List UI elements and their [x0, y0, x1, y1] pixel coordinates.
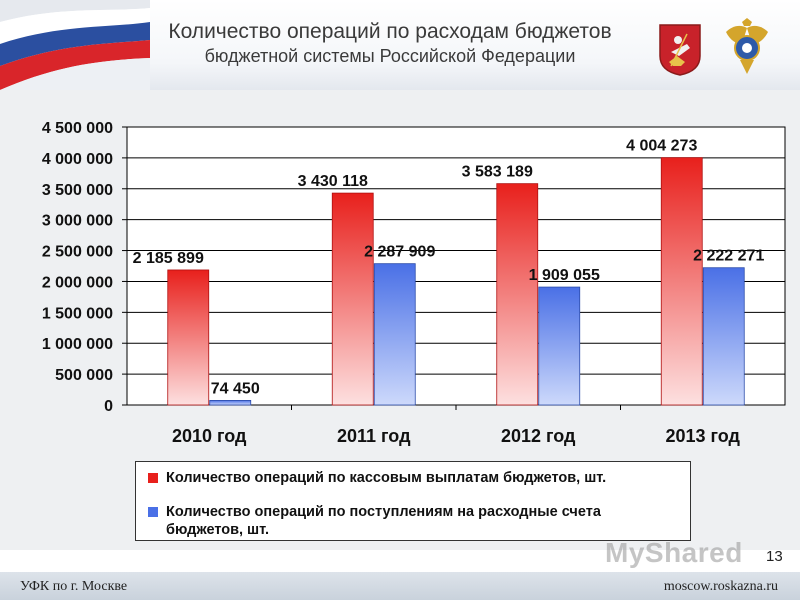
x-tick-label: 2011 год: [337, 426, 411, 446]
y-tick-label: 2 000 000: [42, 274, 113, 291]
slide-subtitle: бюджетной системы Российской Федерации: [204, 46, 576, 66]
bar-red: [660, 157, 703, 406]
x-tick-label: 2012 год: [501, 426, 576, 446]
data-label-blue: 2 287 909: [364, 244, 435, 261]
bar-blue: [209, 400, 252, 406]
russian-flag-graphic: [0, 0, 150, 90]
x-tick-label: 2010 год: [172, 426, 247, 446]
y-axis: 0 500 000 1 000 000 1 500 000 2 000 000 2 500…: [42, 120, 127, 415]
slide-header: Количество операций по расходам бюджетов…: [0, 0, 800, 90]
footer-organization: УФК по г. Москве: [20, 579, 128, 594]
y-tick-label: 2 500 000: [42, 244, 113, 261]
data-label-red: 4 004 273: [626, 138, 697, 155]
bar-blue: [538, 286, 581, 406]
bar-blue: [702, 267, 745, 406]
y-tick-label: 500 000: [55, 367, 113, 384]
moscow-coat-of-arms-icon: [659, 24, 701, 76]
bar-blue: [373, 263, 416, 406]
myshared-watermark: MyShared: [605, 537, 743, 568]
slide-title: Количество операций по расходам бюджетов: [168, 20, 612, 43]
bar-red: [496, 183, 539, 406]
data-label-blue: 74 450: [211, 380, 260, 397]
y-tick-label: 4 500 000: [42, 120, 113, 137]
legend-item-blue: Количество операций по поступлениям на р…: [148, 503, 676, 539]
legend-label-red: Количество операций по кассовым выплатам…: [166, 470, 607, 486]
footer-website: moscow.roskazna.ru: [663, 579, 778, 594]
legend-swatch-red: [148, 473, 158, 483]
data-label-red: 3 430 118: [298, 173, 368, 190]
data-label-red: 3 583 189: [462, 164, 533, 181]
data-labels: 2 185 899 3 430 118 3 583 189 4 004 273 74 4…: [133, 138, 765, 398]
chart-legend: Количество операций по кассовым выплатам…: [135, 461, 691, 541]
bars: [167, 157, 745, 406]
data-label-blue: 2 222 271: [693, 248, 764, 265]
page-number: 13: [766, 548, 783, 565]
y-tick-label: 3 500 000: [42, 182, 113, 199]
y-tick-label: 1 500 000: [42, 305, 113, 322]
legend-label-blue: Количество операций по поступлениям на р…: [166, 504, 601, 538]
treasury-eagle-emblem-icon: [726, 18, 768, 74]
slide-footer: УФК по г. Москве moscow.roskazna.ru: [0, 572, 800, 600]
data-label-blue: 1 909 055: [529, 267, 600, 284]
data-label-red: 2 185 899: [133, 250, 204, 267]
y-tick-label: 3 000 000: [42, 213, 113, 230]
bar-chart: 0 500 000 1 000 000 1 500 000 2 000 000 2 500…: [0, 90, 800, 550]
x-axis: 2010 год 2011 год 2012 год 2013 год: [172, 405, 741, 446]
y-tick-label: 1 000 000: [42, 336, 113, 353]
bar-red: [167, 269, 210, 406]
legend-swatch-blue: [148, 507, 158, 517]
y-tick-label: 0: [104, 398, 113, 415]
x-tick-label: 2013 год: [666, 426, 741, 446]
y-tick-label: 4 000 000: [42, 151, 113, 168]
bar-red: [331, 192, 374, 406]
legend-item-red: Количество операций по кассовым выплатам…: [148, 469, 676, 487]
